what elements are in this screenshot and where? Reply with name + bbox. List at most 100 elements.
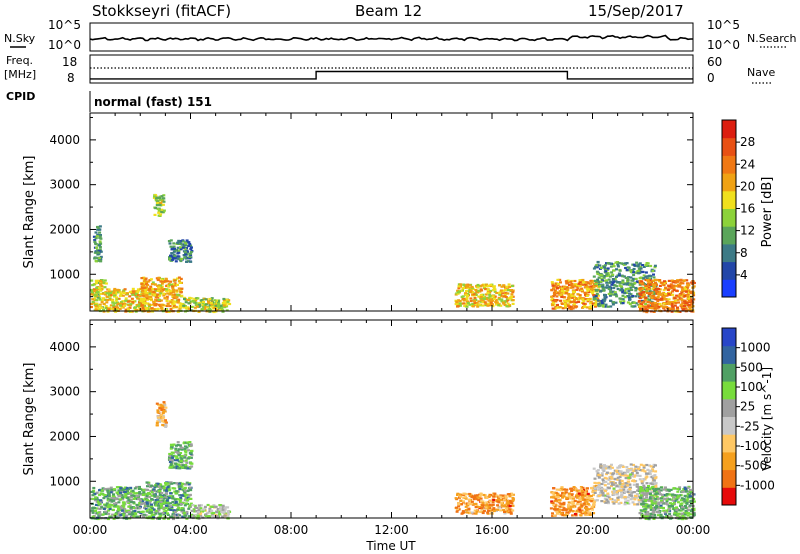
- power-cell-9: [603, 275, 607, 278]
- velocity-cell-8: [679, 499, 683, 502]
- velocity-cell-0: [130, 496, 134, 499]
- power-cell-2: [169, 291, 173, 294]
- power-cell-7: [510, 293, 514, 296]
- power-colorbar-step-6: [722, 173, 736, 192]
- power-ytick-label-3: 4000: [49, 133, 80, 147]
- velocity-cell-0: [123, 492, 127, 495]
- velocity-cell-8: [639, 487, 643, 490]
- power-cell-2: [152, 290, 156, 293]
- velocity-cell-7: [592, 500, 596, 503]
- power-cell-9: [612, 286, 616, 290]
- velocity-cell-7: [625, 484, 629, 487]
- velocity-cell-6: [584, 488, 588, 491]
- velocity-cell-7: [652, 479, 656, 482]
- velocity-cell-7: [628, 493, 632, 497]
- power-cell-9: [606, 267, 610, 270]
- power-cell-3: [214, 304, 218, 307]
- power-cell-9: [613, 277, 617, 280]
- power-cell-0: [100, 285, 104, 288]
- velocity-cell-8: [668, 510, 672, 513]
- power-cell-10: [652, 310, 656, 313]
- power-cell-9: [622, 289, 626, 292]
- velocity-cell-7: [597, 473, 601, 476]
- power-cell-9: [648, 290, 652, 293]
- power-cell-8: [569, 286, 573, 289]
- power-cell-0: [91, 291, 94, 294]
- velocity-cell-6: [574, 488, 578, 491]
- velocity-cell-7: [624, 474, 628, 477]
- velocity-cell-6: [578, 496, 582, 499]
- velocity-cell-0: [130, 512, 134, 515]
- velocity-cell-4: [174, 465, 178, 468]
- velocity-cell-1: [180, 484, 184, 487]
- velocity-cell-5: [458, 493, 462, 496]
- power-cell-7: [503, 293, 507, 296]
- velocity-cell-7: [612, 472, 616, 475]
- velocity-cell-8: [651, 485, 655, 488]
- power-cell-7: [467, 287, 471, 290]
- power-cell-7: [511, 302, 515, 305]
- power-cell-10: [656, 292, 660, 295]
- power-cell-1: [107, 306, 111, 309]
- power-cell-9: [606, 271, 610, 275]
- velocity-cell-2: [226, 510, 230, 513]
- power-cell-0: [99, 282, 103, 285]
- velocity-cell-7: [639, 499, 643, 502]
- power-cell-10: [672, 284, 676, 287]
- freq-line: [90, 70, 693, 80]
- velocity-cell-1: [172, 503, 176, 506]
- power-cell-9: [612, 293, 616, 296]
- power-cell-9: [639, 267, 643, 270]
- velocity-cell-7: [654, 485, 658, 488]
- velocity-cell-1: [155, 496, 159, 499]
- power-cell-2: [164, 309, 168, 312]
- velocity-cell-7: [634, 469, 638, 472]
- power-cell-7: [489, 283, 493, 286]
- velocity-cell-7: [651, 477, 655, 480]
- velocity-colorbar-step-4: [722, 416, 736, 435]
- velocity-cell-4: [180, 458, 184, 461]
- velocity-cell-6: [575, 509, 579, 512]
- velocity-cell-4: [175, 467, 179, 470]
- power-cell-2: [153, 308, 157, 311]
- velocity-cell-7: [624, 482, 628, 485]
- power-cell-9: [621, 298, 625, 301]
- velocity-cell-6: [565, 496, 569, 499]
- velocity-cell-6: [568, 510, 571, 513]
- power-cell-7: [476, 291, 480, 294]
- power-cell-10: [679, 303, 683, 306]
- power-cell-2: [140, 277, 144, 280]
- velocity-cell-7: [605, 477, 609, 480]
- power-cell-8: [589, 280, 593, 283]
- power-cell-10: [662, 302, 666, 305]
- power-cell-4: [98, 236, 102, 239]
- velocity-cell-0: [112, 517, 116, 520]
- power-cell-9: [598, 284, 602, 287]
- power-cell-3: [219, 308, 223, 311]
- velocity-cell-0: [104, 510, 108, 513]
- velocity-cell-7: [619, 464, 623, 467]
- velocity-cell-0: [133, 509, 137, 513]
- power-cell-7: [488, 291, 492, 294]
- power-cell-7: [457, 299, 461, 302]
- velocity-cell-8: [673, 499, 677, 502]
- velocity-cell-0: [107, 512, 111, 515]
- power-cell-7: [469, 289, 473, 292]
- power-cell-0: [104, 282, 108, 285]
- power-cell-9: [605, 284, 609, 287]
- velocity-cell-7: [635, 485, 639, 488]
- velocity-cell-3: [161, 414, 165, 418]
- power-cell-9: [596, 278, 600, 281]
- velocity-cell-0: [132, 491, 136, 494]
- velocity-cell-7: [627, 502, 631, 505]
- velocity-cell-8: [647, 518, 651, 521]
- velocity-cell-7: [617, 489, 621, 492]
- velocity-cell-1: [170, 482, 174, 485]
- velocity-cell-7: [597, 483, 601, 487]
- power-cell-8: [560, 287, 564, 290]
- velocity-cell-8: [662, 488, 666, 491]
- velocity-cell-6: [558, 505, 562, 508]
- power-cell-3: [180, 303, 184, 306]
- velocity-cell-3: [156, 411, 160, 414]
- velocity-cell-3: [160, 408, 164, 411]
